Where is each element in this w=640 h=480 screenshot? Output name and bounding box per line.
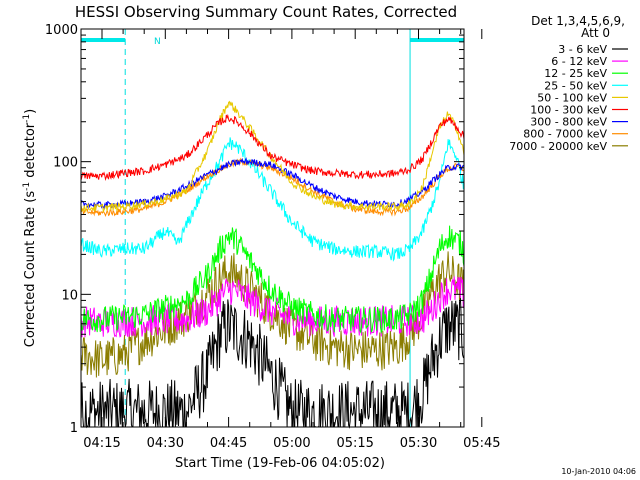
- plot-area: [80, 29, 465, 429]
- x-axis-label: Start Time (19-Feb-06 04:05:02): [175, 456, 385, 471]
- legend-entry-label: 100 - 300 keV: [530, 104, 607, 117]
- legend-entry-label: 300 - 800 keV: [530, 116, 607, 129]
- y-tick-label: 100: [53, 156, 78, 171]
- legend-entry-label: 50 - 100 keV: [537, 91, 607, 104]
- x-tick-label: 04:45: [210, 436, 247, 451]
- series-line: [80, 113, 465, 182]
- footer-date: 10-Jan-2010 04:06: [561, 467, 636, 476]
- night-marker-label: N: [154, 37, 161, 47]
- series-line: [80, 295, 465, 429]
- y-tick-label: 1: [70, 421, 78, 436]
- y-axis: 1 10 100 1000: [45, 23, 464, 436]
- series-line: [80, 157, 465, 210]
- x-tick-label: 05:30: [400, 436, 437, 451]
- x-axis: 04:15 04:30 04:45 05:00 05:15 05:30 05:45: [83, 29, 501, 451]
- legend-entry-label: 12 - 25 keV: [544, 67, 607, 80]
- legend-entry-label: 800 - 7000 keV: [523, 128, 607, 141]
- legend-entry-label: 7000 - 20000 keV: [509, 140, 607, 153]
- y-axis-label: Corrected Count Rate (s-1 detector-1): [22, 109, 38, 347]
- chart-title: HESSI Observing Summary Count Rates, Cor…: [75, 3, 457, 21]
- series-line: [80, 100, 465, 214]
- y-tick-label: 10: [61, 288, 78, 303]
- legend-title-detectors: Det 1,3,4,5,6,9,: [531, 14, 625, 28]
- series-line: [80, 225, 465, 334]
- y-tick-label: 1000: [45, 23, 78, 38]
- legend-title-attenuator: Att 0: [581, 26, 610, 40]
- plot-frame: [80, 28, 465, 428]
- x-tick-label: 05:15: [336, 436, 373, 451]
- x-tick-label: 05:45: [463, 436, 500, 451]
- x-tick-label: 04:15: [83, 436, 120, 451]
- legend-entry-label: 6 - 12 keV: [551, 55, 607, 68]
- legend-entry-label: 3 - 6 keV: [558, 43, 607, 56]
- legend-entry-label: 25 - 50 keV: [544, 79, 607, 92]
- x-tick-label: 04:30: [147, 436, 184, 451]
- x-tick-label: 05:00: [273, 436, 310, 451]
